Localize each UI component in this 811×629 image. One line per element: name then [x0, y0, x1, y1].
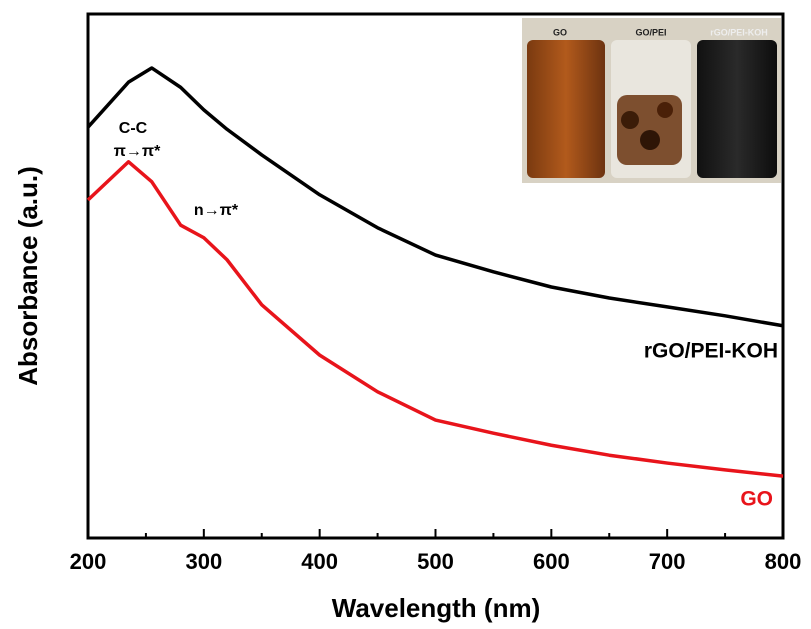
x-tick-label: 300	[185, 549, 222, 574]
y-axis-title: Absorbance (a.u.)	[13, 166, 43, 386]
x-tick-label: 700	[649, 549, 686, 574]
series-label: GO	[740, 488, 773, 511]
x-tick-label: 800	[765, 549, 802, 574]
annotation: C-C	[119, 120, 148, 137]
inset-photo	[522, 18, 781, 183]
inset-label: rGO/PEI-KOH	[710, 27, 768, 37]
x-tick-label: 200	[70, 549, 107, 574]
series-label: rGO/PEI-KOH	[644, 340, 778, 363]
x-tick-label: 400	[301, 549, 338, 574]
x-tick-label: 500	[417, 549, 454, 574]
inset-label: GO/PEI	[635, 27, 666, 37]
x-axis-title: Wavelength (nm)	[332, 593, 540, 623]
inset-label: GO	[553, 27, 567, 37]
annotation: π→π*	[114, 143, 162, 160]
x-tick-label: 600	[533, 549, 570, 574]
line-series	[86, 160, 784, 478]
annotation: n→π*	[194, 202, 239, 219]
line-series	[86, 66, 784, 328]
